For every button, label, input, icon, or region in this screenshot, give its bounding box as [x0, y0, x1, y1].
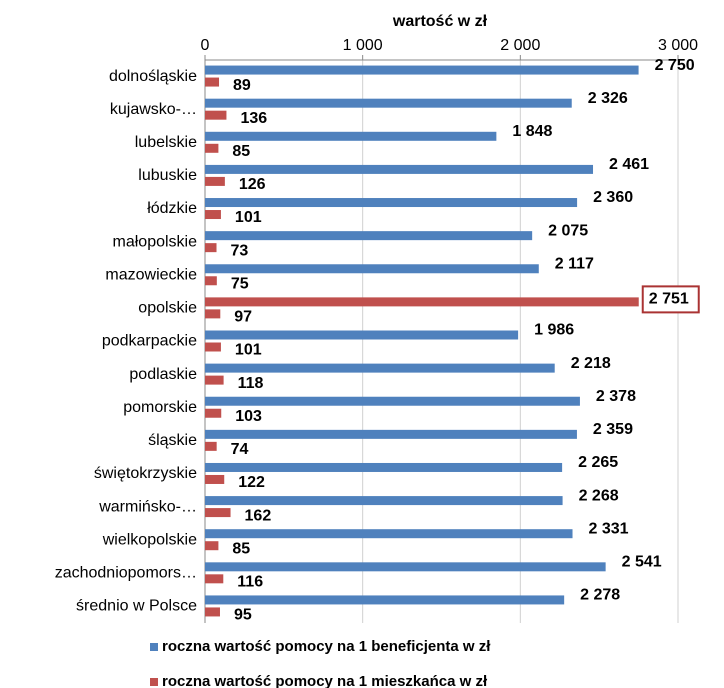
bar: [205, 77, 220, 87]
y-tick-label: małopolskie: [113, 233, 198, 250]
bar: [205, 562, 606, 572]
y-tick-label: mazowieckie: [105, 266, 197, 283]
bar: [205, 309, 221, 319]
y-tick-label: średnio w Polsce: [76, 598, 197, 615]
y-tick-label: kujawsko-…: [110, 101, 197, 118]
data-label: 1 986: [534, 322, 574, 339]
data-label: 2 218: [571, 355, 611, 372]
data-label: 1 848: [512, 123, 552, 140]
data-label: 85: [232, 143, 250, 160]
data-label: 116: [237, 574, 263, 591]
bar: [205, 243, 217, 253]
bar: [205, 342, 221, 352]
label-box: [641, 285, 700, 314]
data-label: 101: [235, 209, 262, 226]
bar: [205, 164, 594, 174]
bar: [205, 330, 519, 340]
bar: [205, 429, 577, 439]
data-label: 89: [233, 77, 251, 94]
bar: [205, 65, 639, 75]
data-label: 2 331: [589, 520, 629, 537]
y-tick-label: podkarpackie: [102, 333, 197, 350]
bar: [205, 408, 222, 418]
legend-swatch: [150, 678, 158, 686]
data-label: 2 075: [548, 222, 588, 239]
bar: [205, 363, 555, 373]
data-label: 101: [235, 342, 262, 359]
data-label: 97: [234, 309, 252, 326]
bar: [205, 297, 639, 307]
data-label: 2 326: [588, 90, 628, 107]
data-label: 2 541: [622, 554, 662, 571]
bar: [205, 264, 539, 274]
bar: [205, 541, 219, 551]
bar: [205, 474, 225, 484]
bar: [205, 496, 563, 506]
bar: [205, 143, 219, 153]
x-axis-label: wartość w zł: [392, 13, 488, 30]
data-label: 74: [231, 441, 249, 458]
y-tick-label: zachodniopomors…: [55, 565, 197, 582]
data-label: 162: [245, 507, 272, 524]
bar: [205, 462, 563, 472]
data-label: 2 278: [580, 587, 620, 604]
bar: [205, 508, 231, 518]
x-tick-label: 3 000: [658, 37, 698, 54]
y-tick-label: podlaskie: [129, 366, 197, 383]
bar: [205, 110, 227, 120]
data-label: 2 751: [649, 291, 689, 308]
y-tick-label: dolnośląskie: [109, 68, 197, 85]
bar: [205, 176, 225, 186]
y-tick-label: lubelskie: [135, 134, 197, 151]
bar: [205, 607, 220, 617]
data-label: 2 268: [579, 487, 619, 504]
data-label: 2 750: [655, 57, 695, 74]
y-tick-label: łódzkie: [147, 200, 197, 217]
y-tick-label: warmińsko-…: [98, 498, 197, 515]
legend-swatch: [150, 643, 158, 651]
bar: [205, 131, 497, 141]
data-label: 2 378: [596, 388, 636, 405]
data-label: 2 359: [593, 421, 633, 438]
data-label: 2 265: [578, 454, 618, 471]
y-tick-label: śląskie: [148, 432, 197, 449]
x-tick-label: 1 000: [343, 37, 383, 54]
bar: [205, 574, 224, 584]
data-label: 2 117: [555, 255, 594, 272]
x-tick-label: 2 000: [500, 37, 540, 54]
data-label: 2 461: [609, 156, 649, 173]
bar: [205, 231, 533, 241]
y-tick-label: wielkopolskie: [102, 531, 197, 548]
bar: [205, 529, 573, 539]
bar: [205, 276, 217, 286]
data-label: 136: [240, 110, 267, 127]
bar: [205, 396, 580, 406]
data-label: 85: [232, 540, 250, 557]
y-tick-label: świętokrzyskie: [94, 465, 197, 482]
bar: [205, 441, 217, 451]
data-label: 73: [231, 242, 249, 259]
data-label: 122: [238, 474, 265, 491]
bar: [205, 595, 565, 605]
bar: [205, 375, 224, 385]
legend-label: roczna wartość pomocy na 1 beneficjenta …: [162, 638, 491, 655]
data-label: 126: [239, 176, 266, 193]
data-label: 118: [238, 375, 264, 392]
bar: [205, 210, 221, 220]
data-label: 2 360: [593, 189, 633, 206]
data-label: 75: [231, 275, 249, 292]
x-tick-label: 0: [201, 37, 210, 54]
bar: [205, 198, 578, 208]
y-tick-label: opolskie: [138, 300, 197, 317]
data-label: 95: [234, 607, 252, 624]
bar: [205, 98, 572, 108]
legend-label: roczna wartość pomocy na 1 mieszkańca w …: [162, 673, 488, 688]
y-tick-label: pomorskie: [123, 399, 197, 416]
y-tick-label: lubuskie: [138, 167, 197, 184]
data-label: 103: [235, 408, 262, 425]
